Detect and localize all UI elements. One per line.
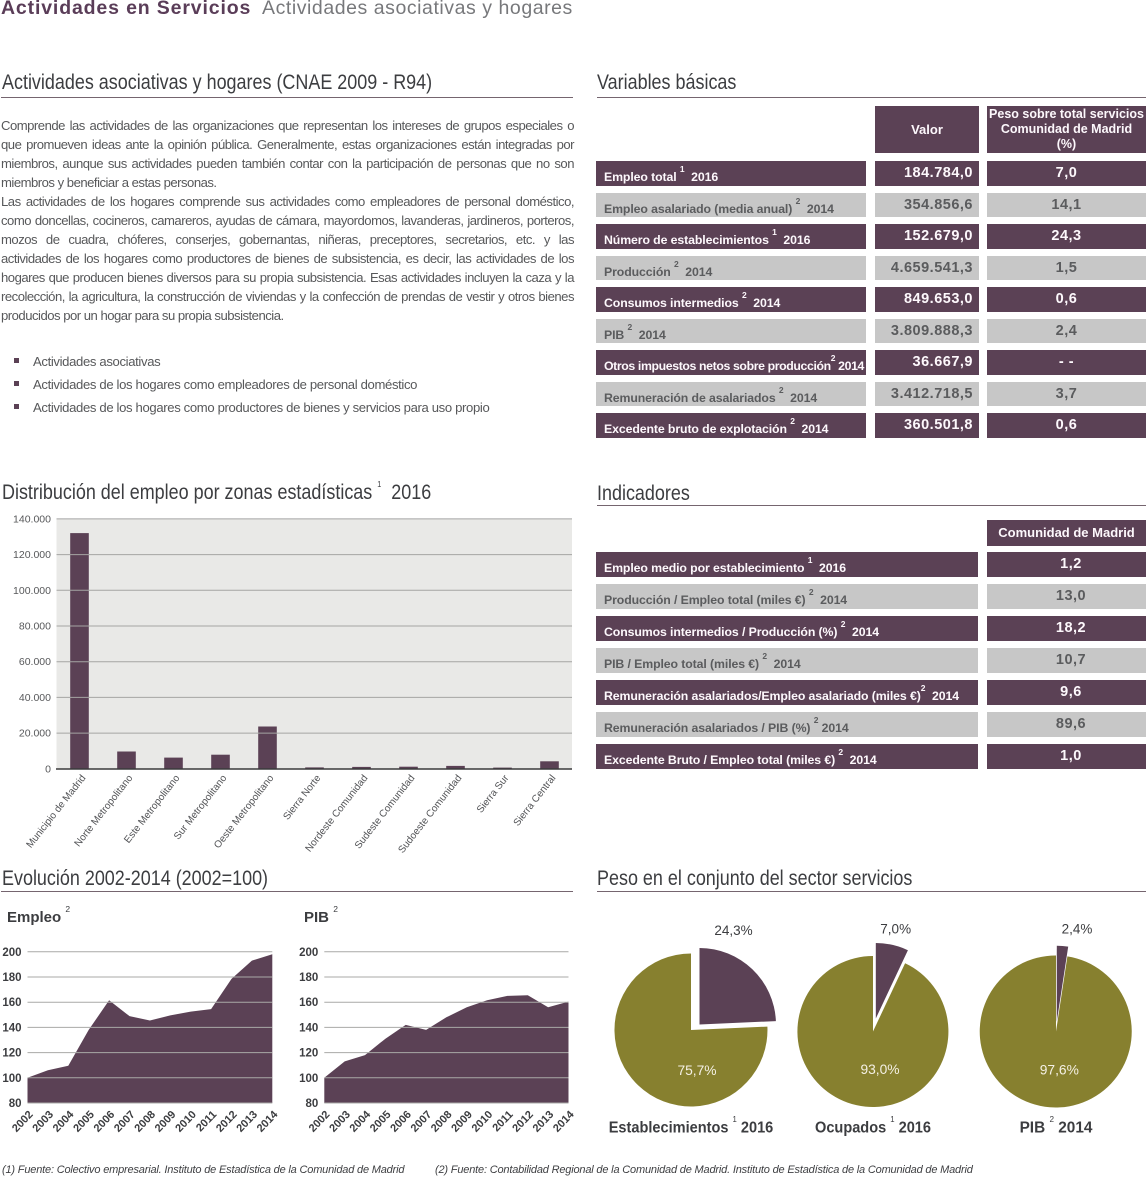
svg-text:Sierra Central: Sierra Central (512, 773, 559, 828)
svg-text:24,3%: 24,3% (714, 923, 752, 938)
svg-text:2002: 2002 (307, 1109, 333, 1135)
svg-text:2013: 2013 (531, 1109, 557, 1135)
svg-text:2004: 2004 (348, 1108, 374, 1135)
svg-text:100.000: 100.000 (13, 585, 51, 597)
svg-text:2005: 2005 (71, 1109, 97, 1135)
svg-text:160: 160 (2, 997, 21, 1009)
svg-text:2008: 2008 (429, 1109, 455, 1135)
svg-text:20.000: 20.000 (19, 728, 51, 740)
svg-text:100: 100 (2, 1073, 21, 1085)
svg-text:60.000: 60.000 (19, 656, 51, 668)
svg-text:2002: 2002 (10, 1109, 36, 1135)
svg-text:80.000: 80.000 (19, 621, 51, 633)
svg-text:80: 80 (9, 1098, 22, 1110)
svg-text:2013: 2013 (234, 1109, 260, 1135)
svg-text:7,0%: 7,0% (880, 922, 911, 937)
svg-text:2005: 2005 (368, 1109, 394, 1135)
svg-text:2010: 2010 (173, 1109, 199, 1135)
svg-text:120: 120 (2, 1048, 21, 1060)
svg-text:Sierra Sur: Sierra Sur (475, 773, 512, 816)
svg-text:2004: 2004 (51, 1108, 77, 1135)
svg-text:2014: 2014 (255, 1108, 281, 1135)
svg-text:2010: 2010 (470, 1109, 496, 1135)
svg-text:2008: 2008 (132, 1109, 158, 1135)
svg-text:140.000: 140.000 (13, 513, 51, 525)
svg-text:180: 180 (2, 972, 21, 984)
svg-text:2006: 2006 (388, 1109, 414, 1135)
svg-text:0: 0 (45, 763, 51, 775)
svg-text:80: 80 (306, 1098, 319, 1110)
svg-text:140: 140 (2, 1022, 21, 1034)
svg-text:Sierra Norte: Sierra Norte (282, 773, 324, 823)
svg-text:200: 200 (299, 947, 318, 959)
svg-text:2011: 2011 (490, 1109, 515, 1135)
svg-text:140: 140 (299, 1022, 318, 1034)
svg-text:120.000: 120.000 (13, 549, 51, 561)
svg-text:2007: 2007 (112, 1109, 138, 1135)
svg-text:40.000: 40.000 (19, 692, 51, 704)
svg-text:160: 160 (299, 997, 318, 1009)
svg-text:2,4%: 2,4% (1062, 922, 1093, 937)
svg-text:93,0%: 93,0% (860, 1062, 899, 1077)
svg-text:2007: 2007 (409, 1109, 435, 1135)
svg-text:200: 200 (2, 947, 21, 959)
svg-text:97,6%: 97,6% (1040, 1063, 1079, 1078)
svg-text:180: 180 (299, 972, 318, 984)
svg-text:120: 120 (299, 1048, 318, 1060)
svg-text:2011: 2011 (194, 1109, 219, 1135)
svg-text:2006: 2006 (92, 1109, 118, 1135)
svg-text:2009: 2009 (153, 1109, 179, 1135)
svg-text:2014: 2014 (551, 1108, 577, 1135)
svg-text:2009: 2009 (449, 1109, 475, 1135)
svg-text:2003: 2003 (327, 1109, 353, 1135)
svg-text:75,7%: 75,7% (677, 1063, 716, 1078)
svg-text:2012: 2012 (214, 1109, 240, 1135)
svg-text:2012: 2012 (510, 1109, 536, 1135)
svg-text:2003: 2003 (30, 1109, 56, 1135)
svg-text:100: 100 (299, 1073, 318, 1085)
